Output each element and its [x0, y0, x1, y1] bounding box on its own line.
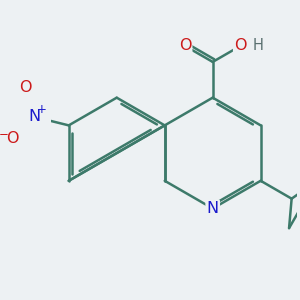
- Text: −: −: [0, 128, 9, 141]
- Text: +: +: [37, 103, 46, 116]
- Text: H: H: [252, 38, 263, 53]
- Text: O: O: [179, 38, 191, 53]
- Text: O: O: [6, 131, 19, 146]
- Text: N: N: [207, 201, 219, 216]
- Text: O: O: [19, 80, 32, 95]
- Text: O: O: [234, 38, 247, 53]
- Text: N: N: [28, 109, 40, 124]
